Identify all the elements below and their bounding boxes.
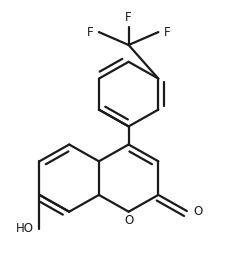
Text: HO: HO [16,222,34,235]
Text: F: F [87,26,94,39]
Text: O: O [124,214,133,227]
Text: F: F [125,11,132,24]
Text: O: O [193,205,202,218]
Text: F: F [164,26,170,39]
